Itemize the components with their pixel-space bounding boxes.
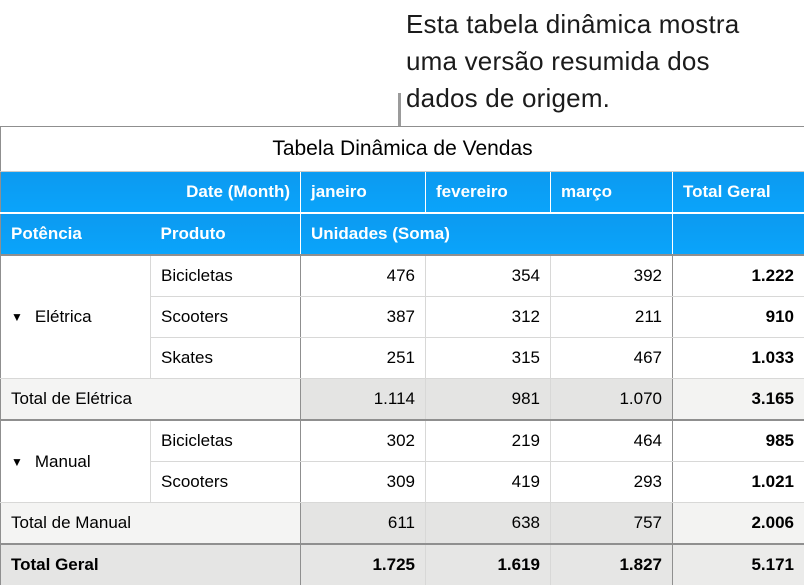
callout-line: uma versão resumida dos (406, 46, 710, 76)
product-cell[interactable]: Bicicletas (150, 420, 301, 462)
subtotal-value-cell[interactable]: 638 (425, 502, 551, 545)
grand-total-cell[interactable]: 5.171 (672, 544, 804, 585)
row-total-cell[interactable]: 1.222 (672, 255, 804, 297)
pivot-table-container: Tabela Dinâmica de Vendas Date (Month) j… (0, 126, 804, 585)
value-cell[interactable]: 476 (300, 255, 426, 297)
grand-total-label[interactable]: Total Geral (0, 544, 301, 585)
header-corner-empty-cell[interactable] (672, 213, 804, 256)
subtotal-label-eletrica[interactable]: Total de Elétrica (0, 378, 301, 421)
value-cell[interactable]: 387 (300, 296, 426, 338)
subtotal-value-cell[interactable]: 611 (300, 502, 426, 545)
subtotal-value-cell[interactable]: 981 (425, 378, 551, 421)
header-unidades-soma[interactable]: Unidades (Soma) (300, 213, 673, 256)
row-header-produto[interactable]: Produto (150, 213, 301, 256)
value-cell[interactable]: 464 (550, 420, 673, 462)
value-cell[interactable]: 309 (300, 461, 426, 503)
grand-total-value-cell[interactable]: 1.827 (550, 544, 673, 585)
product-cell[interactable]: Scooters (150, 461, 301, 503)
subtotal-label-manual[interactable]: Total de Manual (0, 502, 301, 545)
value-cell[interactable]: 467 (550, 337, 673, 379)
grand-total-value-cell[interactable]: 1.619 (425, 544, 551, 585)
column-header-date-month[interactable]: Date (Month) (0, 171, 301, 214)
subtotal-value-cell[interactable]: 1.070 (550, 378, 673, 421)
group-label: Manual (34, 451, 91, 471)
value-cell[interactable]: 392 (550, 255, 673, 297)
subtotal-total-cell[interactable]: 3.165 (672, 378, 804, 421)
product-cell[interactable]: Scooters (150, 296, 301, 338)
grand-total-value-cell[interactable]: 1.725 (300, 544, 426, 585)
column-header-marco[interactable]: março (550, 171, 673, 214)
table-title-cell[interactable]: Tabela Dinâmica de Vendas (0, 126, 804, 172)
value-cell[interactable]: 302 (300, 420, 426, 462)
callout-line: Esta tabela dinâmica mostra (406, 9, 740, 39)
value-cell[interactable]: 419 (425, 461, 551, 503)
value-cell[interactable]: 315 (425, 337, 551, 379)
row-total-cell[interactable]: 910 (672, 296, 804, 338)
product-cell[interactable]: Bicicletas (150, 255, 301, 297)
subtotal-total-cell[interactable]: 2.006 (672, 502, 804, 545)
value-cell[interactable]: 354 (425, 255, 551, 297)
column-header-total-geral[interactable]: Total Geral (672, 171, 804, 214)
group-label: Elétrica (34, 307, 92, 326)
value-cell[interactable]: 211 (550, 296, 673, 338)
row-total-cell[interactable]: 1.021 (672, 461, 804, 503)
callout-text: Esta tabela dinâmica mostra uma versão r… (406, 6, 739, 117)
row-total-cell[interactable]: 985 (672, 420, 804, 462)
value-cell[interactable]: 251 (300, 337, 426, 379)
subtotal-value-cell[interactable]: 1.114 (300, 378, 426, 421)
value-cell[interactable]: 219 (425, 420, 551, 462)
row-header-potencia[interactable]: Potência (0, 213, 151, 256)
value-cell[interactable]: 293 (550, 461, 673, 503)
column-header-janeiro[interactable]: janeiro (300, 171, 426, 214)
subtotal-value-cell[interactable]: 757 (550, 502, 673, 545)
disclosure-triangle-icon[interactable]: ▼ (11, 454, 23, 469)
disclosure-triangle-icon[interactable]: ▼ (11, 310, 23, 324)
group-cell-manual[interactable]: ▼ Manual (0, 420, 151, 503)
pivot-table: Tabela Dinâmica de Vendas Date (Month) j… (0, 126, 804, 585)
row-total-cell[interactable]: 1.033 (672, 337, 804, 379)
callout-line: dados de origem. (406, 83, 611, 113)
value-cell[interactable]: 312 (425, 296, 551, 338)
callout-connector-line (398, 93, 401, 127)
group-cell-eletrica[interactable]: ▼ Elétrica (0, 255, 151, 379)
column-header-fevereiro[interactable]: fevereiro (425, 171, 551, 214)
product-cell[interactable]: Skates (150, 337, 301, 379)
